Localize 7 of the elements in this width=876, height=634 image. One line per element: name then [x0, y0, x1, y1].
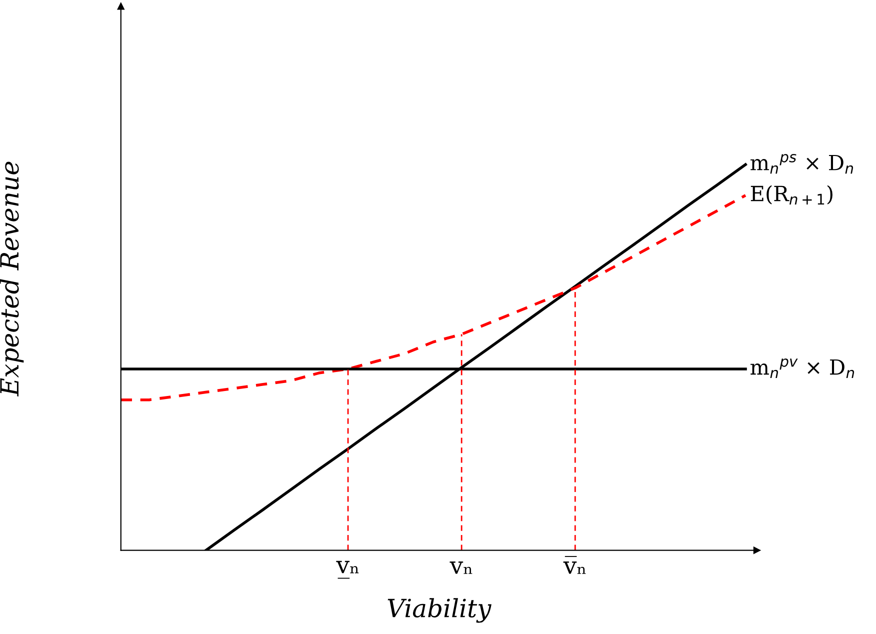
x-tick-label: v̅ₙ: [563, 556, 586, 574]
series-label: m$_{n}$$^{pv}$ × D$_{n}$: [750, 358, 854, 378]
x-tick-label: vₙ: [450, 562, 472, 574]
series-label: m$_{n}$$^{ps}$ × D$_{n}$: [750, 154, 854, 174]
x-axis-title: Viability: [388, 598, 492, 623]
x-tick-label: v̲ₙ: [336, 560, 359, 579]
series-label: E(R$_{n+1}$): [750, 185, 832, 205]
